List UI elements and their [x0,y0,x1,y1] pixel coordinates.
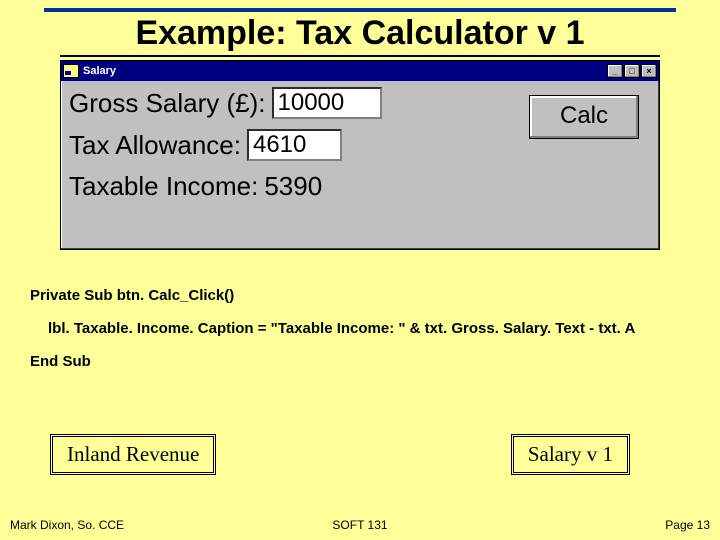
gross-label: Gross Salary (£): [69,88,266,119]
form-body: Gross Salary (£): Tax Allowance: Taxable… [61,81,659,249]
salary-v1-box: Salary v 1 [511,434,630,475]
code-line-1: Private Sub btn. Calc_Click() [30,288,720,303]
window-titlebar: Salary _ □ × [61,61,659,81]
close-button[interactable]: × [641,64,657,78]
taxable-value: 5390 [264,171,322,202]
inland-revenue-box: Inland Revenue [50,434,216,475]
gross-salary-input[interactable] [272,87,382,119]
taxable-row: Taxable Income: 5390 [69,171,651,202]
window-buttons: _ □ × [607,64,657,78]
title-rule [44,8,676,12]
taxable-label: Taxable Income: [69,171,258,202]
slide-title: Example: Tax Calculator v 1 [60,14,660,57]
allowance-label: Tax Allowance: [69,130,241,161]
code-line-2: lbl. Taxable. Income. Caption = "Taxable… [30,321,720,336]
vb-form-icon [63,64,79,78]
window-title: Salary [83,65,607,77]
footer-course: SOFT 131 [10,518,710,532]
maximize-button[interactable]: □ [624,64,640,78]
code-line-3: End Sub [30,354,720,369]
minimize-button[interactable]: _ [607,64,623,78]
tax-allowance-input[interactable] [247,129,342,161]
calc-button[interactable]: Calc [529,95,639,139]
footer: Mark Dixon, So. CCE SOFT 131 Page 13 [10,518,710,532]
code-block: Private Sub btn. Calc_Click() lbl. Taxab… [30,288,720,387]
salary-window: Salary _ □ × Gross Salary (£): Tax Allow… [60,60,660,250]
